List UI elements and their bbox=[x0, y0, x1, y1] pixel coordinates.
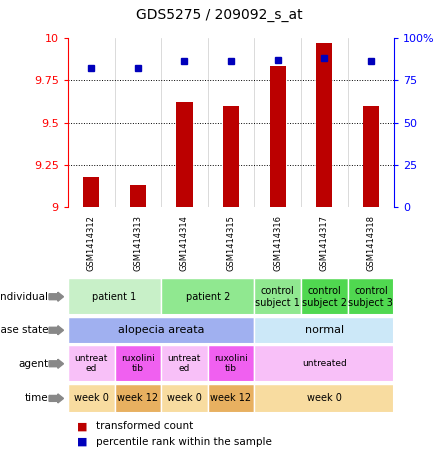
Text: ruxolini
tib: ruxolini tib bbox=[214, 354, 248, 373]
Text: GSM1414317: GSM1414317 bbox=[320, 215, 329, 271]
Text: GSM1414318: GSM1414318 bbox=[367, 215, 375, 271]
Text: control
subject 1: control subject 1 bbox=[255, 286, 300, 308]
Bar bbox=[68, 384, 114, 413]
Bar bbox=[161, 384, 208, 413]
Text: patient 2: patient 2 bbox=[186, 292, 230, 302]
Bar bbox=[254, 317, 394, 344]
Text: individual: individual bbox=[0, 292, 48, 302]
Text: patient 1: patient 1 bbox=[92, 292, 137, 302]
Text: disease state: disease state bbox=[0, 325, 48, 335]
Text: GSM1414316: GSM1414316 bbox=[273, 215, 282, 271]
Bar bbox=[161, 278, 254, 315]
Bar bbox=[130, 185, 146, 207]
Bar bbox=[114, 345, 161, 382]
Bar bbox=[114, 384, 161, 413]
Text: control
subject 2: control subject 2 bbox=[302, 286, 347, 308]
Text: ruxolini
tib: ruxolini tib bbox=[121, 354, 155, 373]
Bar bbox=[208, 384, 254, 413]
Text: control
subject 3: control subject 3 bbox=[349, 286, 393, 308]
Text: normal: normal bbox=[305, 325, 344, 335]
Text: week 0: week 0 bbox=[307, 393, 342, 404]
Bar bbox=[68, 317, 254, 344]
Bar bbox=[208, 345, 254, 382]
Bar bbox=[83, 177, 99, 207]
Text: GSM1414312: GSM1414312 bbox=[87, 215, 95, 271]
Text: ■: ■ bbox=[77, 437, 87, 447]
Bar bbox=[68, 278, 161, 315]
Text: GSM1414315: GSM1414315 bbox=[226, 215, 236, 271]
Text: GSM1414313: GSM1414313 bbox=[133, 215, 142, 271]
Text: transformed count: transformed count bbox=[96, 421, 194, 431]
Text: untreated: untreated bbox=[302, 359, 346, 368]
Text: alopecia areata: alopecia areata bbox=[118, 325, 205, 335]
Bar bbox=[348, 278, 394, 315]
Text: time: time bbox=[25, 393, 48, 404]
Text: untreat
ed: untreat ed bbox=[168, 354, 201, 373]
Text: ■: ■ bbox=[77, 421, 87, 431]
Text: GDS5275 / 209092_s_at: GDS5275 / 209092_s_at bbox=[136, 8, 302, 22]
Bar bbox=[301, 278, 348, 315]
Text: week 12: week 12 bbox=[117, 393, 159, 404]
Text: week 0: week 0 bbox=[167, 393, 202, 404]
Bar bbox=[161, 345, 208, 382]
Bar bbox=[68, 345, 114, 382]
Text: agent: agent bbox=[18, 359, 48, 369]
Text: percentile rank within the sample: percentile rank within the sample bbox=[96, 437, 272, 447]
Bar bbox=[254, 345, 394, 382]
Bar bbox=[316, 43, 332, 207]
Text: untreat
ed: untreat ed bbox=[74, 354, 108, 373]
Text: week 12: week 12 bbox=[211, 393, 251, 404]
Bar bbox=[254, 384, 394, 413]
Bar bbox=[254, 278, 301, 315]
Bar bbox=[269, 67, 286, 207]
Text: GSM1414314: GSM1414314 bbox=[180, 215, 189, 271]
Bar bbox=[363, 106, 379, 207]
Bar bbox=[176, 102, 193, 207]
Text: week 0: week 0 bbox=[74, 393, 109, 404]
Bar bbox=[223, 106, 239, 207]
